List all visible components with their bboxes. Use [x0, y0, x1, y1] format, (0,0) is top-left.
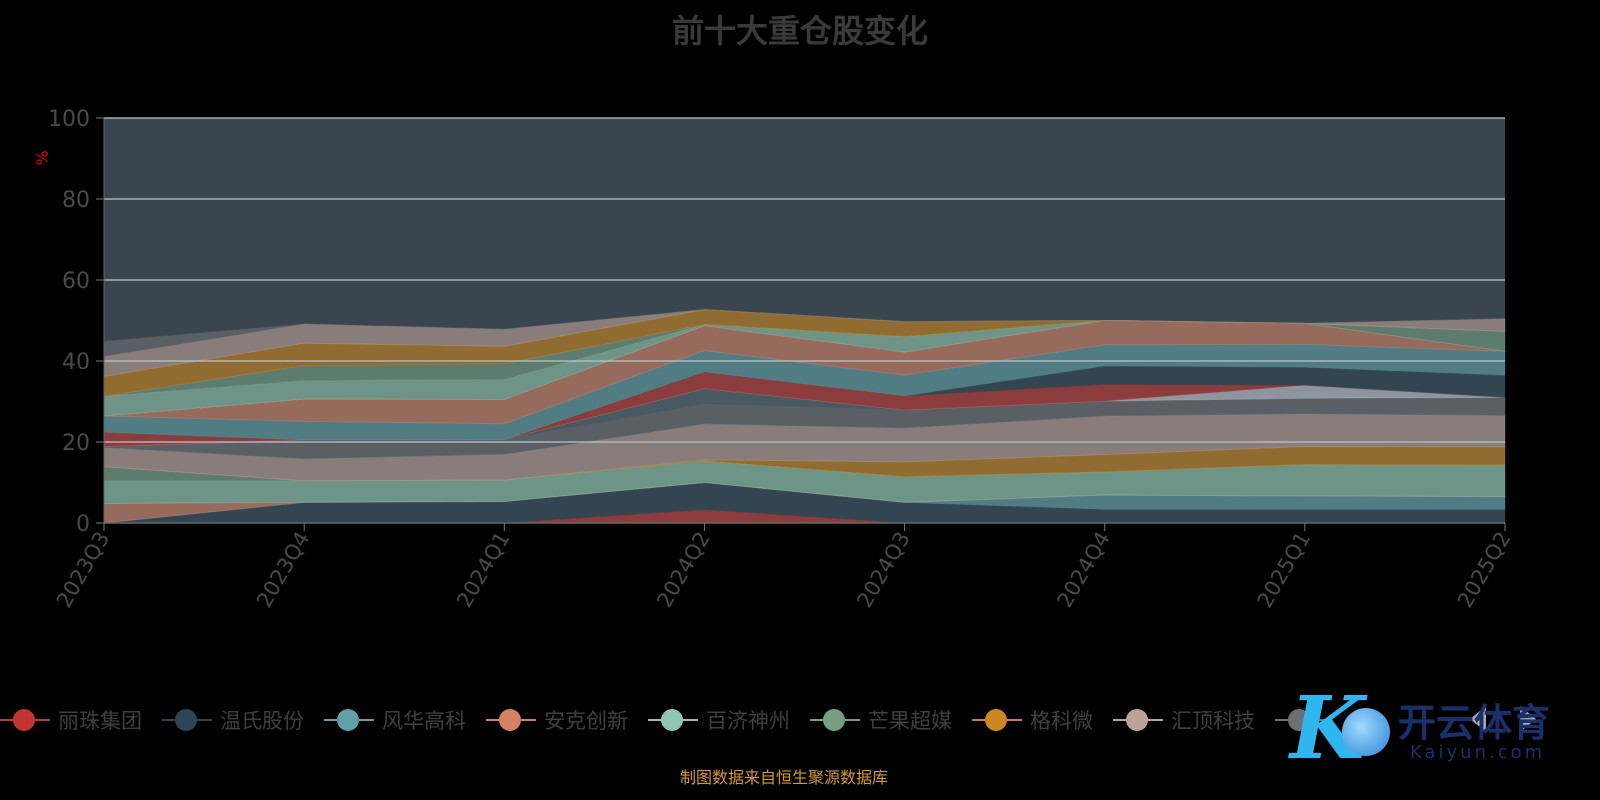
watermark-text-en: Kaiyun.com — [1410, 742, 1546, 763]
area-series-14 — [103, 343, 1506, 441]
legend-label: 汇顶科技 — [1171, 709, 1255, 733]
x-tick-label: 2025Q1 — [1253, 528, 1315, 612]
chart-title: 前十大重仓股变化 — [671, 12, 928, 50]
y-axis-label: % — [33, 150, 52, 165]
legend-label: 百济神州 — [706, 709, 790, 733]
legend: 丽珠集团 温氏股份 风华高科 安克创新 百济神州 芒果超媒 格科微 汇顶科技 — [0, 703, 1353, 737]
legend-marker-icon — [810, 708, 860, 732]
area-series-3 — [103, 481, 1506, 524]
legend-prev-arrow-icon[interactable] — [1470, 706, 1486, 732]
y-tick-label: 60 — [62, 269, 90, 294]
area-series-9 — [103, 396, 1506, 460]
y-tick-label: 40 — [62, 350, 90, 375]
x-tick-label: 2023Q3 — [52, 528, 114, 612]
legend-marker-icon — [1113, 708, 1163, 732]
legend-label: 格科微 — [1030, 709, 1093, 733]
legend-marker-icon — [162, 708, 212, 732]
legend-item[interactable]: 芒果超媒 — [810, 705, 952, 735]
legend-item[interactable]: 百济神州 — [648, 705, 790, 735]
legend-pagination — [1470, 706, 1536, 732]
area-series-2 — [103, 481, 1506, 524]
legend-item[interactable]: 汇顶科技 — [1113, 705, 1255, 735]
y-tick-label: 100 — [48, 107, 90, 132]
legend-marker-icon — [1275, 708, 1325, 732]
legend-item[interactable] — [1275, 708, 1333, 732]
area-series-19 — [103, 309, 1506, 377]
x-tick-label: 2024Q2 — [652, 528, 714, 612]
area-series-8 — [103, 413, 1506, 482]
legend-item[interactable]: 格科微 — [972, 705, 1093, 735]
y-tick-label: 80 — [62, 188, 90, 213]
x-tick-label: 2024Q3 — [852, 528, 914, 612]
legend-label: 芒果超媒 — [868, 709, 952, 733]
y-tick-label: 20 — [62, 431, 90, 456]
legend-marker-icon — [0, 708, 50, 732]
legend-next-arrow-icon[interactable] — [1520, 706, 1536, 732]
x-tick-label: 2024Q4 — [1053, 528, 1115, 612]
area-series-5 — [103, 460, 1506, 505]
area-series-17 — [103, 319, 1506, 397]
area-series-6 — [103, 460, 1506, 482]
legend-marker-icon — [324, 708, 374, 732]
legend-label: 温氏股份 — [220, 709, 304, 733]
legend-marker-icon — [648, 708, 698, 732]
legend-label: 丽珠集团 — [58, 709, 142, 733]
legend-label: 安克创新 — [544, 709, 628, 733]
area-series-13 — [103, 365, 1506, 441]
stacked-area-chart: 0 20 40 60 80 100% 2023Q3 2023Q4 2024Q1 2024Q2 202… — [33, 107, 1515, 612]
legend-label: 风华高科 — [382, 709, 466, 733]
source-note: 制图数据来自恒生聚源数据库 — [679, 768, 888, 787]
legend-item[interactable]: 安克创新 — [486, 705, 628, 735]
legend-item[interactable]: 丽珠集团 — [0, 705, 142, 735]
legend-item[interactable]: 温氏股份 — [162, 705, 304, 735]
area-series-20 — [103, 309, 1506, 358]
area-series-7 — [103, 445, 1506, 482]
legend-item[interactable]: 风华高科 — [324, 705, 466, 735]
legend-marker-icon — [486, 708, 536, 732]
x-tick-label: 2025Q2 — [1453, 528, 1515, 612]
x-tick-label: 2023Q4 — [252, 528, 314, 612]
legend-marker-icon — [972, 708, 1022, 732]
x-tick-label: 2024Q1 — [452, 528, 514, 612]
y-tick-label: 0 — [76, 512, 90, 537]
